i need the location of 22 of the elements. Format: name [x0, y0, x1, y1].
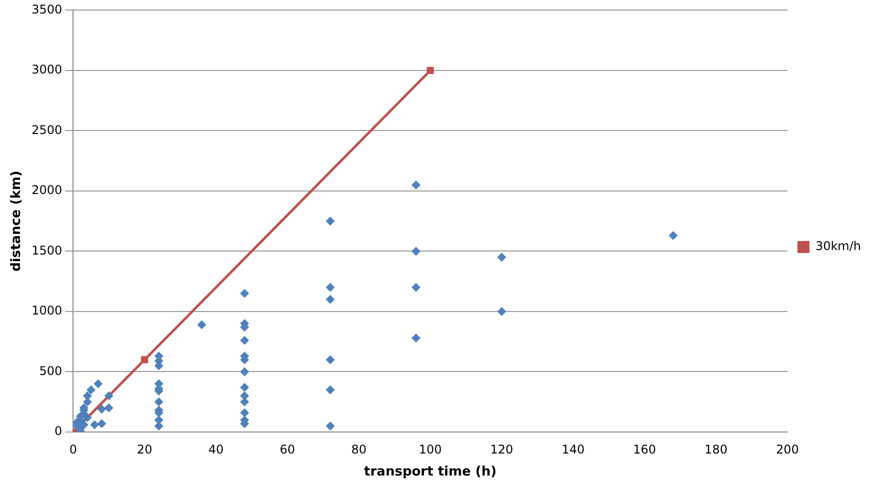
x-tick-label: 200 — [776, 442, 799, 456]
x-tick-label: 20 — [136, 442, 152, 456]
x-tick-label: 160 — [633, 442, 656, 456]
y-tick-label: 1500 — [32, 243, 62, 258]
legend-label: 30km/h — [815, 239, 862, 254]
x-tick-label: 40 — [208, 442, 224, 456]
x-tick-label: 60 — [280, 442, 296, 456]
y-tick-label: 1000 — [32, 304, 62, 318]
x-tick-label: 180 — [704, 442, 728, 456]
x-tick-label: 120 — [490, 442, 514, 456]
y-axis-title: distance (km) — [9, 170, 24, 272]
y-tick-label: 2000 — [32, 183, 62, 198]
y-tick-label: 0 — [54, 424, 62, 438]
y-tick-label: 500 — [39, 364, 62, 378]
x-tick-label: 0 — [69, 442, 77, 456]
y-tick-label: 2500 — [32, 122, 62, 137]
x-axis-title: transport time (h) — [364, 464, 497, 480]
x-tick-label: 140 — [562, 442, 585, 456]
x-tick-label: 80 — [351, 442, 366, 456]
x-tick-label: 100 — [418, 442, 442, 456]
y-tick-label: 3500 — [32, 2, 62, 16]
y-tick-label: 3000 — [32, 62, 62, 77]
